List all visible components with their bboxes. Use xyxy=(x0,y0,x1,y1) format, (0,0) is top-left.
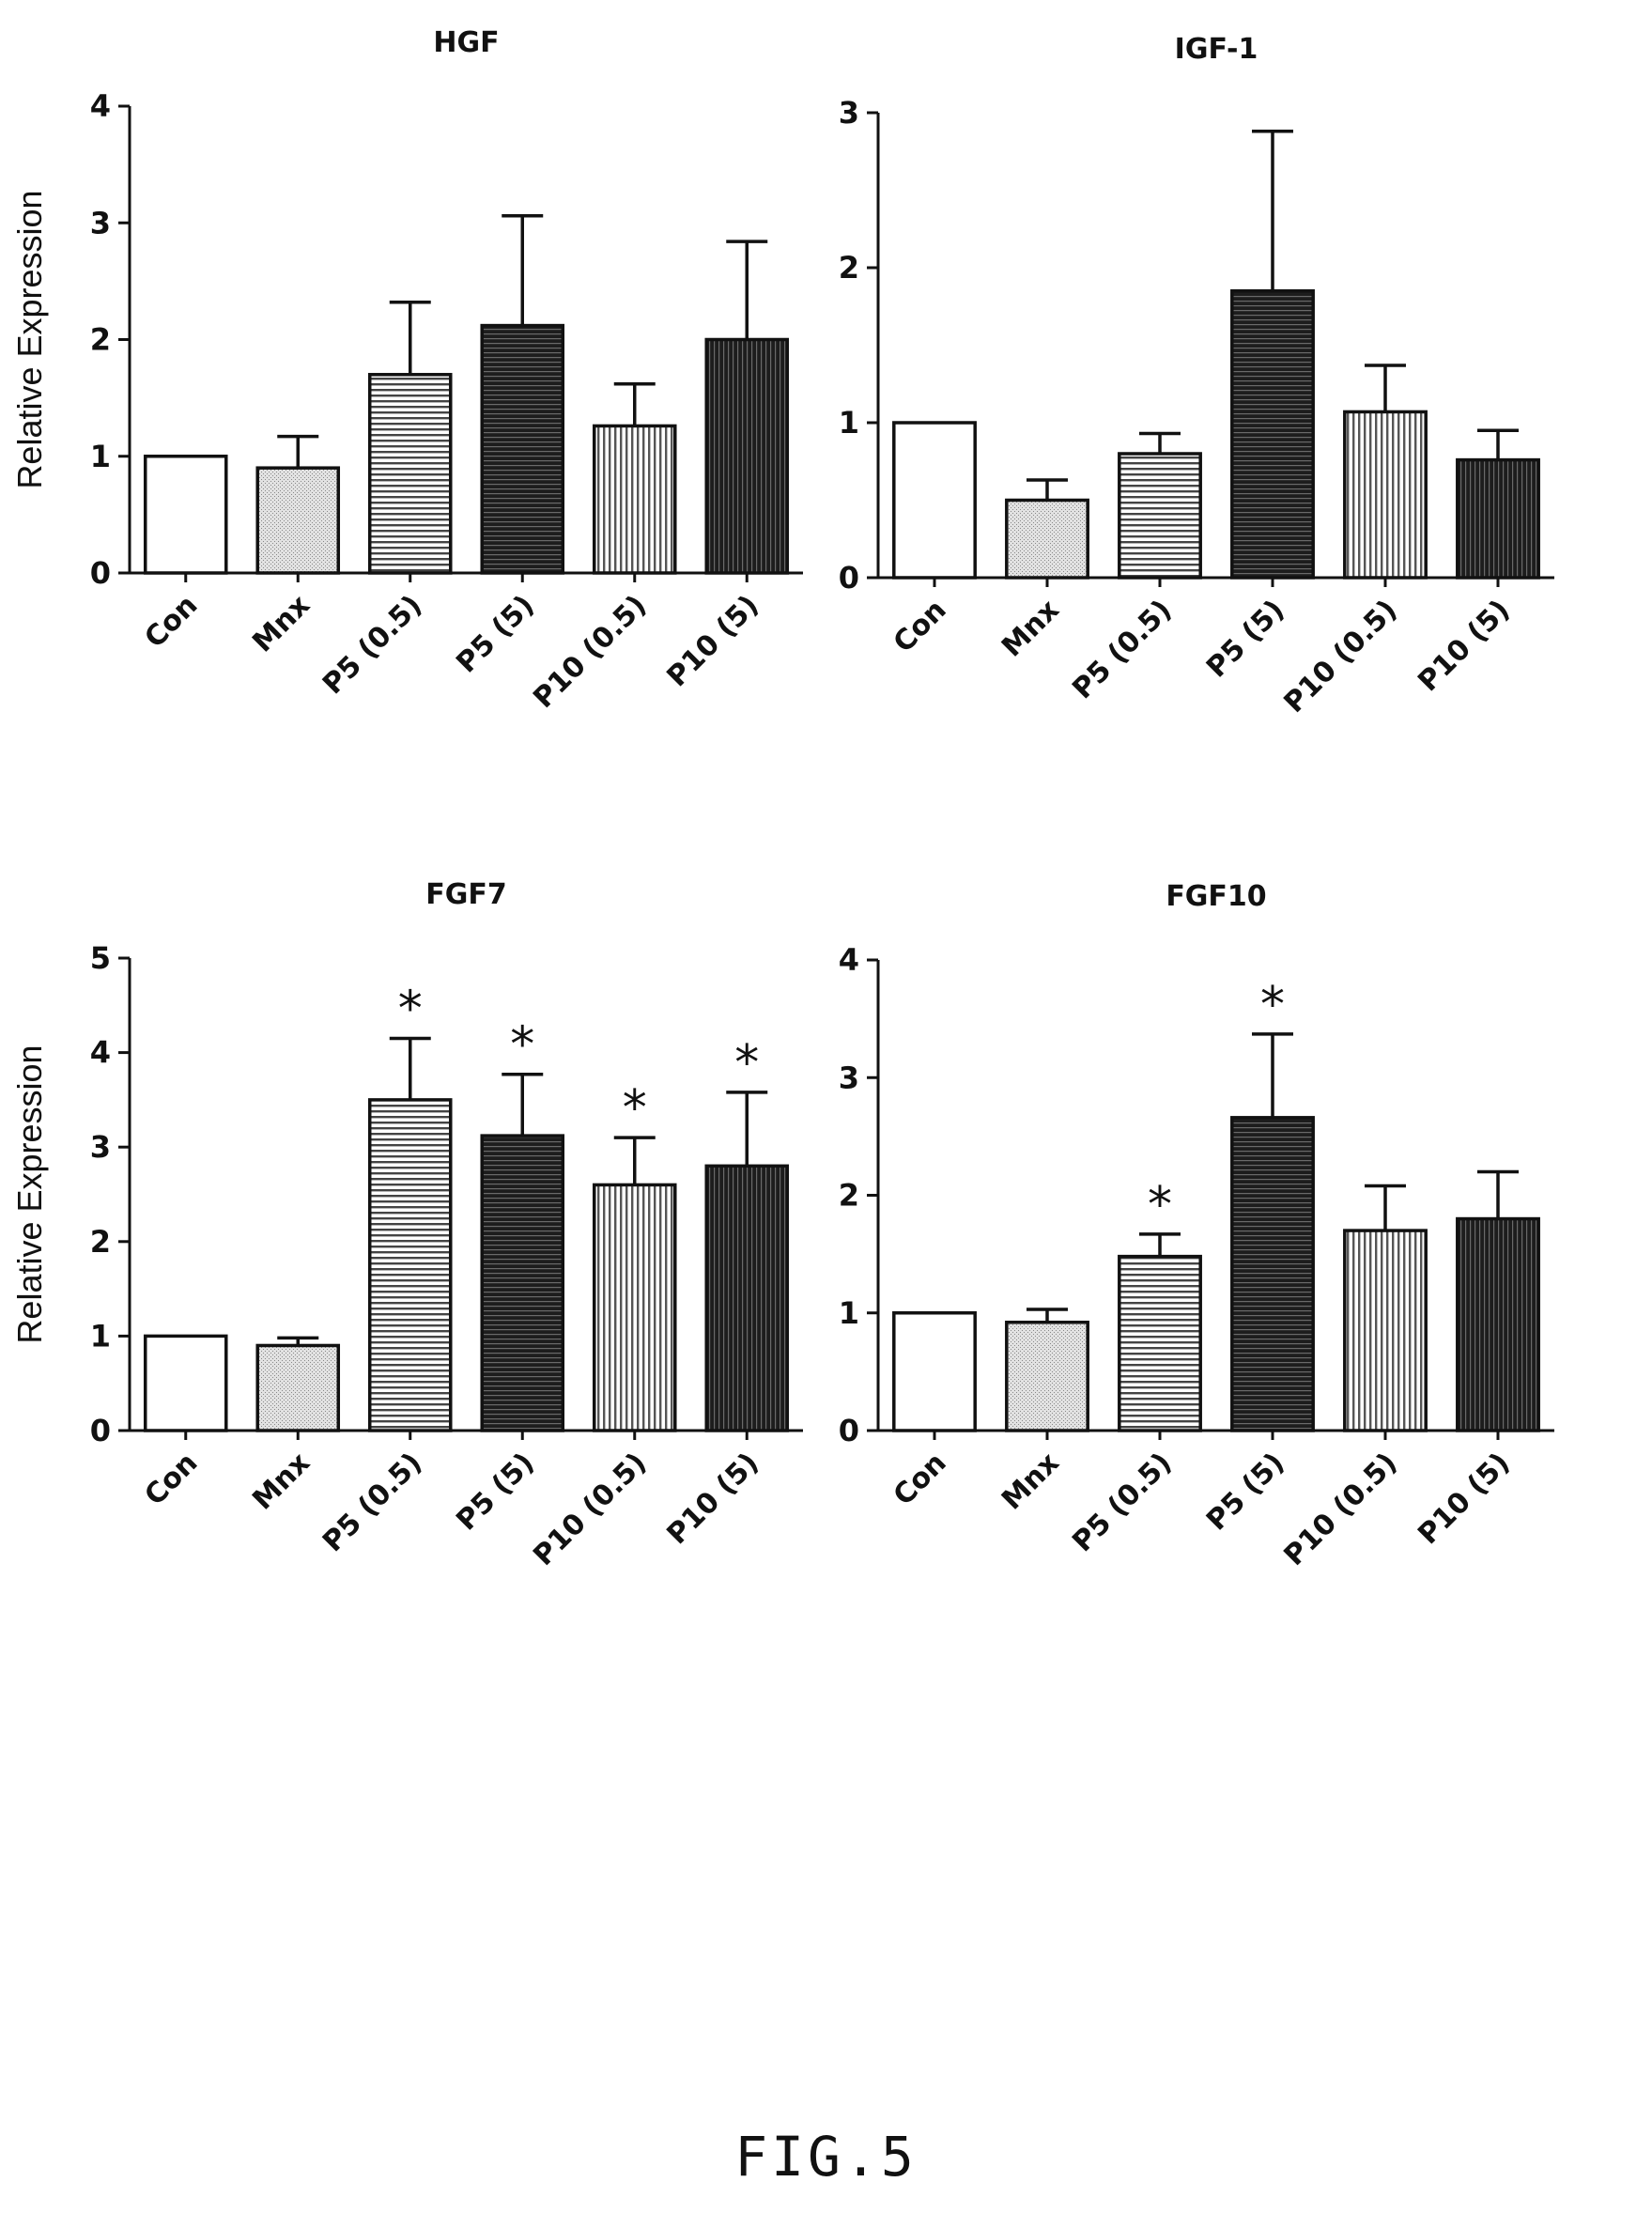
y-tick-label: 1 xyxy=(839,1295,859,1331)
significance-star: * xyxy=(398,982,423,1038)
bar-p5-0-5 xyxy=(1118,452,1202,580)
chart-title: HGF xyxy=(433,26,499,59)
y-tick-label: 2 xyxy=(90,322,111,358)
y-tick-label: 4 xyxy=(839,942,859,978)
chart-title: IGF-1 xyxy=(1175,33,1258,66)
bar-p5-0-5 xyxy=(367,373,453,575)
significance-star: * xyxy=(510,1017,534,1074)
y-tick-label: 3 xyxy=(839,1060,859,1095)
x-tick-label: P5 (5) xyxy=(1200,594,1291,685)
x-tick-label: Con xyxy=(888,1447,953,1512)
bar-con xyxy=(892,421,977,580)
x-tick-label: P10 (0.5) xyxy=(527,589,653,715)
x-tick-label: Mnx xyxy=(246,589,317,659)
x-tick-label: P10 (0.5) xyxy=(527,1447,653,1572)
chart-panel-hgf: HGF Relative Expression 0 1 2 3 4 Con Mnx P5 (0.5… xyxy=(10,26,803,715)
bar-p10-5 xyxy=(1456,1216,1540,1432)
y-tick-label: 2 xyxy=(839,1178,859,1214)
y-tick-label: 4 xyxy=(90,88,111,124)
y-axis-label: Relative Expression xyxy=(10,1045,49,1343)
bar-p10-0-5 xyxy=(592,1183,677,1432)
bar-p10-0-5 xyxy=(592,424,677,575)
chart-panel-fgf10: FGF10 0 1 2 3 4 Con Mnx * P5 (0.5) * P5 (5)P10 (0.5… xyxy=(839,880,1554,1572)
bar-p10-5 xyxy=(704,337,790,575)
x-tick-label: Con xyxy=(138,589,204,655)
x-tick-label: P5 (0.5) xyxy=(317,1447,428,1558)
y-tick-label: 2 xyxy=(839,250,859,286)
y-tick-label: 2 xyxy=(90,1224,111,1260)
bar-p5-5 xyxy=(1230,1116,1315,1432)
bar-con xyxy=(143,455,228,575)
y-tick-label: 0 xyxy=(839,560,859,596)
bar-con xyxy=(892,1311,977,1432)
x-tick-label: Con xyxy=(138,1447,204,1512)
x-tick-label: P5 (5) xyxy=(450,589,541,680)
y-tick-label: 3 xyxy=(90,1129,111,1165)
x-tick-label: P5 (5) xyxy=(1200,1447,1291,1538)
y-tick-label: 3 xyxy=(839,95,859,131)
x-tick-label: P10 (5) xyxy=(661,1447,765,1551)
x-tick-label: P5 (0.5) xyxy=(317,589,428,701)
x-tick-label: P10 (5) xyxy=(1412,1447,1516,1551)
y-tick-label: 4 xyxy=(90,1035,111,1071)
x-tick-label: P10 (0.5) xyxy=(1277,1447,1403,1572)
bar-p5-5 xyxy=(480,1134,565,1432)
y-tick-label: 0 xyxy=(90,555,111,591)
significance-star: * xyxy=(1148,1177,1172,1233)
x-tick-label: P5 (0.5) xyxy=(1066,594,1178,705)
bar-p5-0-5 xyxy=(1118,1254,1202,1432)
y-tick-label: 1 xyxy=(90,439,111,474)
chart-panel-fgf7: FGF7 Relative Expression 0 1 2 3 4 5 Con Mnx * P5 (… xyxy=(10,878,803,1572)
y-axis-label: Relative Expression xyxy=(10,190,49,488)
y-tick-label: 0 xyxy=(839,1413,859,1448)
bar-con xyxy=(143,1334,228,1432)
bar-mnx xyxy=(1005,498,1089,580)
y-tick-label: 0 xyxy=(90,1413,111,1448)
figure-label: FIG.5 xyxy=(734,2125,918,2189)
bar-mnx xyxy=(1005,1321,1089,1432)
chart-title: FGF10 xyxy=(1166,880,1266,913)
bar-p10-0-5 xyxy=(1343,410,1428,580)
y-tick-label: 3 xyxy=(90,205,111,240)
bar-p5-0-5 xyxy=(367,1098,453,1432)
significance-star: * xyxy=(1260,977,1285,1033)
bar-p10-5 xyxy=(1456,457,1540,580)
bar-p10-0-5 xyxy=(1343,1229,1428,1432)
bar-mnx xyxy=(255,1343,341,1432)
chart-title: FGF7 xyxy=(425,878,506,911)
x-tick-label: Mnx xyxy=(996,594,1066,664)
x-tick-label: P10 (0.5) xyxy=(1277,594,1403,720)
x-tick-label: P5 (5) xyxy=(450,1447,541,1538)
significance-star: * xyxy=(734,1035,759,1091)
significance-star: * xyxy=(623,1080,647,1137)
x-tick-label: Con xyxy=(888,594,953,659)
x-tick-label: Mnx xyxy=(996,1447,1066,1517)
x-tick-label: P10 (5) xyxy=(1412,594,1516,698)
x-tick-label: Mnx xyxy=(246,1447,317,1517)
y-tick-label: 1 xyxy=(90,1318,111,1354)
x-tick-label: P10 (5) xyxy=(661,589,765,693)
chart-panel-igf-1: IGF-1 0 1 2 3 Con Mnx P5 (0.5) P5 (5)P10 (0.5) P1… xyxy=(839,33,1554,720)
bar-mnx xyxy=(255,466,341,575)
y-tick-label: 1 xyxy=(839,405,859,441)
bar-p5-5 xyxy=(1230,289,1315,580)
bar-p5-5 xyxy=(480,323,565,575)
y-tick-label: 5 xyxy=(90,940,111,976)
bar-p10-5 xyxy=(704,1164,790,1432)
x-tick-label: P5 (0.5) xyxy=(1066,1447,1178,1558)
